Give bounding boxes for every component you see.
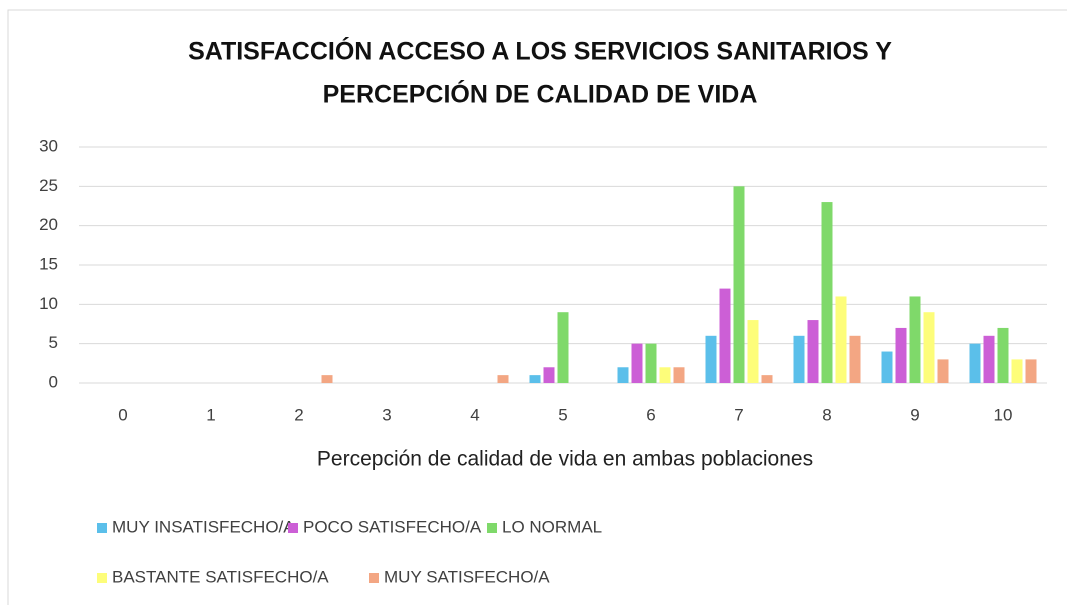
bar [1011,359,1023,383]
bar [969,343,981,383]
bar [747,320,759,383]
bar [645,343,657,383]
bar [881,351,893,383]
bar [909,296,921,383]
bar [659,367,671,383]
y-tick-label: 25 [39,176,58,195]
y-tick-label: 30 [39,136,58,155]
bar [807,320,819,383]
x-tick-label: 9 [910,405,919,424]
x-tick-label: 5 [558,405,567,424]
bar [997,327,1009,383]
bar [923,312,935,383]
legend-label: MUY SATISFECHO/A [384,567,550,586]
y-tick-label: 0 [49,372,58,391]
bar [705,335,717,383]
bar [617,367,629,383]
bar [497,375,509,383]
bar [321,375,333,383]
x-tick-label: 6 [646,405,655,424]
bar [821,202,833,383]
bar [733,186,745,383]
x-tick-label: 2 [294,405,303,424]
y-tick-label: 15 [39,254,58,273]
x-tick-label: 1 [206,405,215,424]
legend-swatch [97,573,107,583]
x-tick-label: 8 [822,405,831,424]
x-axis-title: Percepción de calidad de vida en ambas p… [317,448,813,471]
bar [761,375,773,383]
bar [983,335,995,383]
bar [895,327,907,383]
legend-label: LO NORMAL [502,517,602,536]
legend-label: BASTANTE SATISFECHO/A [112,567,329,586]
legend-label: MUY INSATISFECHO/A [112,517,295,536]
bar [557,312,569,383]
bar [719,288,731,383]
bar [849,335,861,383]
legend-swatch [487,523,497,533]
x-tick-label: 0 [118,405,127,424]
bar [793,335,805,383]
legend-swatch [369,573,379,583]
legend-label: POCO SATISFECHO/A [303,517,482,536]
x-tick-label: 7 [734,405,743,424]
bar [1025,359,1037,383]
x-tick-label: 10 [994,405,1013,424]
legend-swatch [97,523,107,533]
bar [937,359,949,383]
legend-swatch [288,523,298,533]
chart-title: SATISFACCIÓN ACCESO A LOS SERVICIOS SANI… [188,36,892,66]
chart-frame [7,9,1067,605]
y-tick-label: 10 [39,294,58,313]
chart-title: PERCEPCIÓN DE CALIDAD DE VIDA [323,79,758,109]
bar [529,375,541,383]
y-tick-label: 5 [49,333,58,352]
y-tick-label: 20 [39,215,58,234]
x-tick-label: 3 [382,405,391,424]
x-tick-label: 4 [470,405,479,424]
bar [631,343,643,383]
bar [543,367,555,383]
bar [835,296,847,383]
bar [673,367,685,383]
